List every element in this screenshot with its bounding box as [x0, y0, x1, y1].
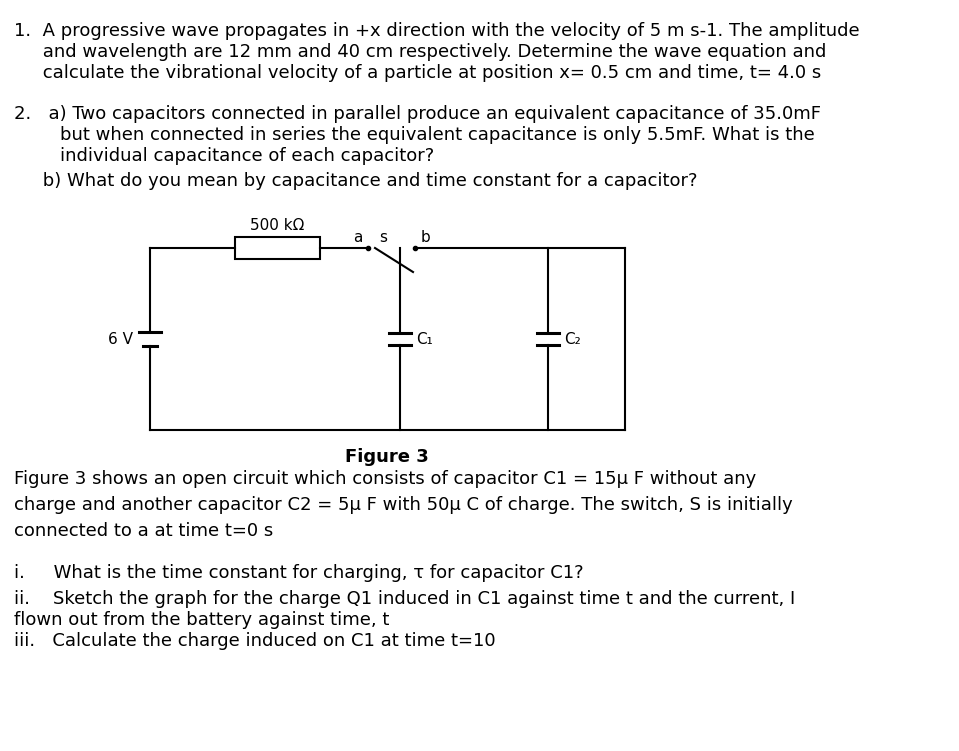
Text: individual capacitance of each capacitor?: individual capacitance of each capacitor… [14, 147, 434, 165]
Text: C₂: C₂ [564, 331, 581, 346]
Text: 6 V: 6 V [108, 331, 133, 346]
Text: a: a [353, 230, 362, 245]
Text: C₁: C₁ [416, 331, 433, 346]
Text: charge and another capacitor C2 = 5μ F with 50μ C of charge. The switch, S is in: charge and another capacitor C2 = 5μ F w… [14, 496, 793, 514]
Text: and wavelength are 12 mm and 40 cm respectively. Determine the wave equation and: and wavelength are 12 mm and 40 cm respe… [14, 43, 827, 61]
Text: s: s [379, 230, 387, 245]
Text: ii.    Sketch the graph for the charge Q1 induced in C1 against time t and the c: ii. Sketch the graph for the charge Q1 i… [14, 590, 795, 608]
Text: calculate the vibrational velocity of a particle at position x= 0.5 cm and time,: calculate the vibrational velocity of a … [14, 64, 821, 82]
Bar [235, 237, 320, 259]
Text: i.     What is the time constant for charging, τ for capacitor C1?: i. What is the time constant for chargin… [14, 564, 584, 582]
Text: b) What do you mean by capacitance and time constant for a capacitor?: b) What do you mean by capacitance and t… [14, 172, 697, 190]
Text: flown out from the battery against time, t: flown out from the battery against time,… [14, 611, 389, 629]
Text: b: b [421, 230, 431, 245]
Text: Figure 3: Figure 3 [345, 448, 429, 466]
Text: but when connected in series the equivalent capacitance is only 5.5mF. What is t: but when connected in series the equival… [14, 126, 815, 144]
Text: 1.  A progressive wave propagates in +x direction with the velocity of 5 m s-1. : 1. A progressive wave propagates in +x d… [14, 22, 859, 40]
Text: iii.   Calculate the charge induced on C1 at time t=10: iii. Calculate the charge induced on C1 … [14, 632, 496, 650]
Text: 2.   a) Two capacitors connected in parallel produce an equivalent capacitance o: 2. a) Two capacitors connected in parall… [14, 105, 821, 123]
Text: Figure 3 shows an open circuit which consists of capacitor C1 = 15μ F without an: Figure 3 shows an open circuit which con… [14, 470, 757, 488]
Text: connected to a at time t=0 s: connected to a at time t=0 s [14, 522, 273, 540]
Text: 500 kΩ: 500 kΩ [250, 218, 305, 233]
